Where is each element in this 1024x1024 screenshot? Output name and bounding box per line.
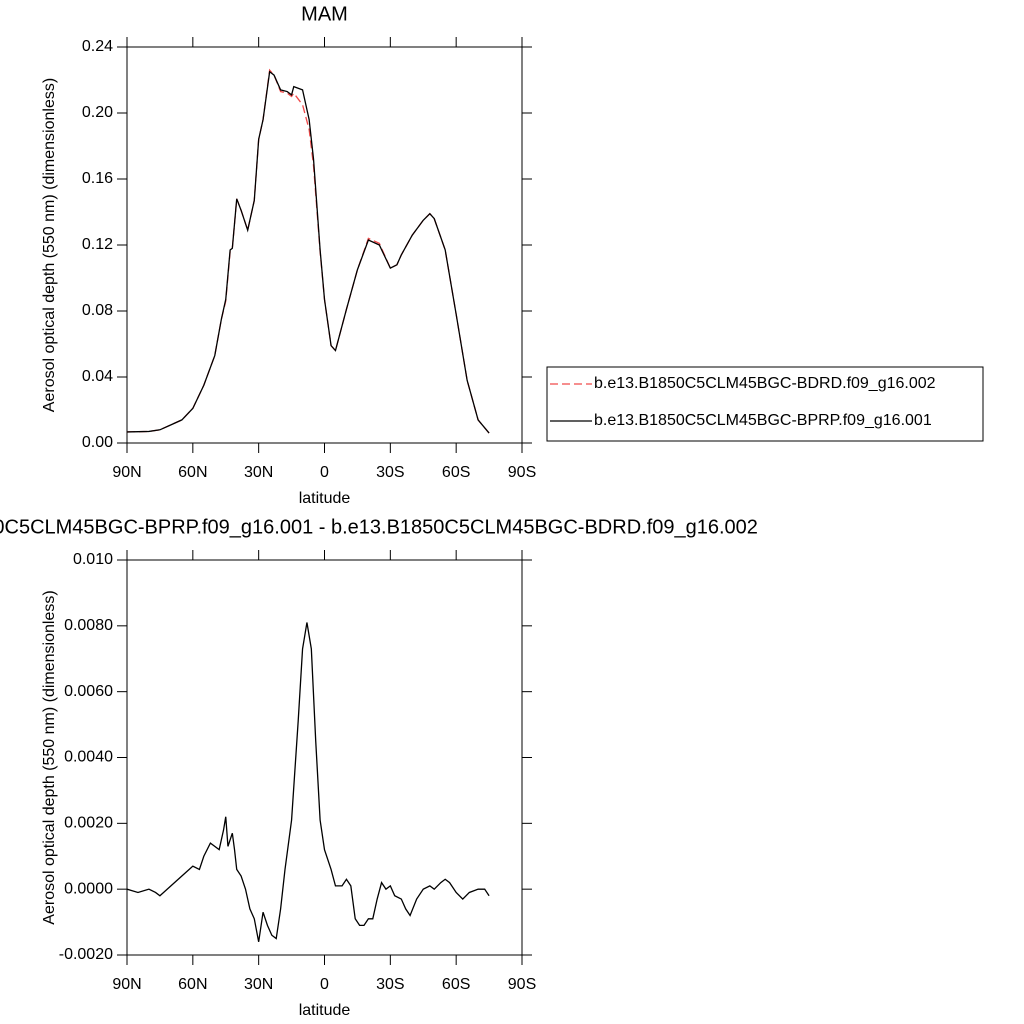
y-tick-label: 0.04 bbox=[82, 368, 113, 385]
y-tick-label: 0.12 bbox=[82, 236, 113, 253]
y-tick-label: 0.08 bbox=[82, 302, 113, 319]
data-line bbox=[126, 68, 490, 434]
chart-title: MAM bbox=[301, 3, 348, 25]
legend-box bbox=[546, 366, 984, 442]
y-tick-label: 0.0020 bbox=[64, 815, 113, 832]
chart-title: b.e13.B1850C5CLM45BGC-BPRP.f09_g16.001 -… bbox=[0, 516, 758, 538]
y-tick-label: 0.0000 bbox=[64, 880, 113, 897]
data-line bbox=[126, 70, 490, 434]
y-tick-label: 0.24 bbox=[82, 38, 113, 55]
y-tick-label: 0.16 bbox=[82, 170, 113, 187]
legend-label: b.e13.B1850C5CLM45BGC-BDRD.f09_g16.002 bbox=[594, 375, 936, 392]
x-tick-label: 60S bbox=[442, 464, 470, 481]
x-tick-label: 60S bbox=[442, 976, 470, 993]
y-tick-label: 0.0040 bbox=[64, 749, 113, 766]
x-tick-label: 0 bbox=[320, 976, 329, 993]
y-tick-label: 0.0080 bbox=[64, 617, 113, 634]
legend-label: b.e13.B1850C5CLM45BGC-BPRP.f09_g16.001 bbox=[594, 412, 932, 429]
x-tick-label: 60N bbox=[178, 464, 207, 481]
x-tick-label: 0 bbox=[320, 464, 329, 481]
x-tick-label: 30N bbox=[244, 464, 273, 481]
x-tick-label: 90S bbox=[508, 976, 536, 993]
y-tick-label: 0.20 bbox=[82, 104, 113, 121]
y-tick-label: 0.010 bbox=[73, 551, 113, 568]
x-tick-label: 90S bbox=[508, 464, 536, 481]
x-axis-label: latitude bbox=[299, 1002, 351, 1019]
x-tick-label: 30N bbox=[244, 976, 273, 993]
x-axis-label: latitude bbox=[299, 490, 351, 507]
plot-frame bbox=[126, 46, 523, 444]
x-tick-label: 30S bbox=[376, 976, 404, 993]
x-tick-label: 90N bbox=[112, 464, 141, 481]
data-line bbox=[126, 622, 490, 942]
x-tick-label: 30S bbox=[376, 464, 404, 481]
y-tick-label: -0.0020 bbox=[59, 946, 113, 963]
y-tick-label: 0.0060 bbox=[64, 683, 113, 700]
y-axis-label: Aerosol optical depth (550 nm) (dimensio… bbox=[41, 590, 58, 924]
x-tick-label: 90N bbox=[112, 976, 141, 993]
y-tick-label: 0.00 bbox=[82, 434, 113, 451]
y-axis-label: Aerosol optical depth (550 nm) (dimensio… bbox=[41, 78, 58, 412]
plot-frame bbox=[126, 559, 523, 956]
x-tick-label: 60N bbox=[178, 976, 207, 993]
